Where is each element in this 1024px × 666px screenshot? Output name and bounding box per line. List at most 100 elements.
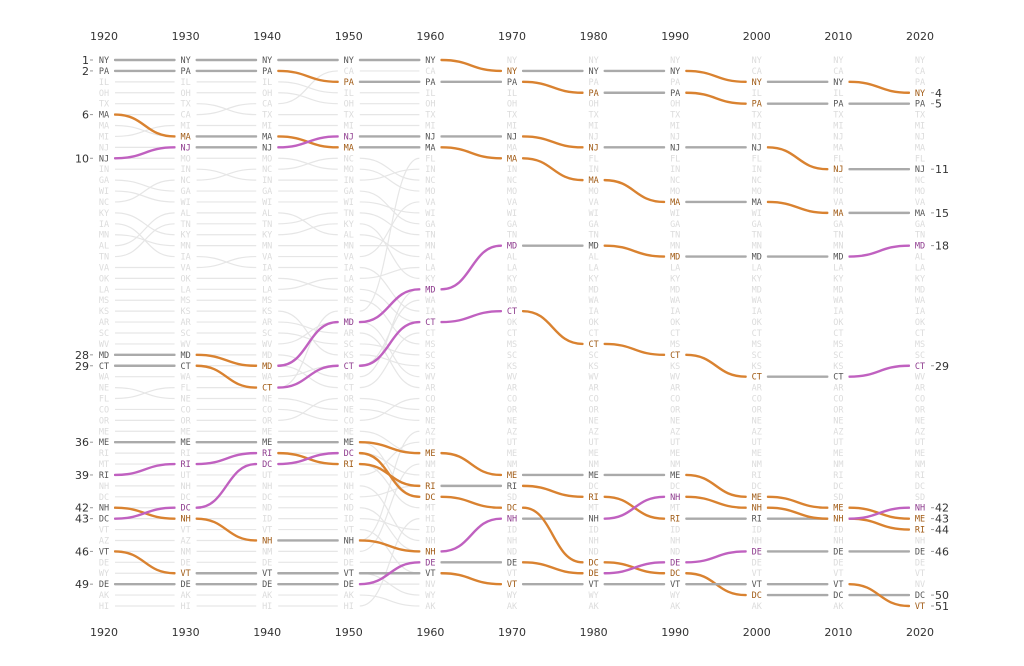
ghost-line	[359, 266, 420, 279]
ghost-state-label: FL	[915, 154, 925, 164]
ghost-state-label: DE	[915, 558, 925, 568]
ghost-state-label: WI	[507, 209, 517, 219]
end-rank-label: 15	[935, 207, 949, 220]
ghost-state-label: MS	[833, 340, 843, 350]
label-background	[94, 349, 114, 360]
label-background	[257, 55, 278, 65]
ghost-state-label: AK	[262, 591, 273, 601]
ghost-state-label: KS	[507, 362, 517, 372]
state-label: MD	[588, 242, 598, 252]
ghost-state-label: TN	[833, 231, 843, 241]
ghost-line	[278, 70, 338, 105]
series-segment	[848, 582, 911, 608]
series-segment	[848, 80, 911, 94]
state-label: DE	[915, 547, 925, 557]
ghost-state-label: MN	[180, 242, 190, 252]
label-background	[420, 448, 441, 459]
ghost-state-label: LA	[670, 263, 680, 273]
state-label: NY	[507, 67, 517, 77]
ghost-state-label: WI	[670, 209, 680, 219]
ghost-state-label: TN	[180, 220, 190, 230]
state-label: NY	[752, 78, 762, 88]
label-background	[828, 502, 849, 513]
ghost-state-label: MI	[752, 122, 762, 132]
ghost-state-label: CT	[588, 329, 598, 339]
label-background	[910, 98, 930, 109]
label-background	[665, 513, 686, 524]
ghost-state-label: MD	[262, 351, 272, 361]
label-background	[175, 65, 196, 76]
ghost-state-label: NC	[262, 165, 272, 175]
ghost-state-label: FL	[833, 154, 843, 164]
state-label: MD	[180, 351, 190, 361]
label-background	[257, 65, 278, 76]
label-background	[420, 76, 441, 87]
ghost-state-label: NV	[915, 580, 925, 590]
ghost-line	[114, 212, 175, 247]
label-background	[910, 164, 930, 175]
ghost-state-label: DE	[262, 558, 272, 568]
state-label: DE	[752, 547, 762, 557]
ghost-state-label: NH	[752, 536, 762, 546]
ghost-state-label: DC	[670, 482, 680, 492]
ghost-line	[359, 463, 420, 552]
label-background	[94, 502, 114, 513]
series-segment	[685, 550, 747, 564]
label-background	[94, 546, 114, 557]
ghost-line	[278, 397, 338, 421]
ghost-line	[359, 594, 420, 607]
ghost-state-label: CO	[588, 395, 598, 405]
ghost-state-label: AK	[670, 602, 681, 612]
series-segment	[440, 309, 503, 324]
state-label: MA	[344, 143, 354, 153]
ghost-state-label: HI	[180, 602, 190, 612]
state-label: CT	[588, 340, 598, 350]
state-label: MA	[833, 209, 843, 219]
ghost-line	[359, 157, 420, 181]
ghost-state-label: VA	[99, 263, 109, 273]
ghost-state-label: VT	[180, 526, 190, 536]
label-background	[665, 557, 686, 568]
state-label: ME	[588, 471, 598, 481]
label-background	[746, 590, 767, 601]
ghost-state-label: NJ	[588, 132, 598, 142]
ghost-state-label: MD	[670, 285, 680, 295]
ghost-line	[359, 518, 420, 531]
ghost-line	[278, 212, 338, 236]
ghost-state-label: IL	[752, 89, 762, 99]
series-segment	[113, 506, 176, 520]
x-tick-top: 1970	[498, 30, 526, 43]
ghost-state-label: MD	[833, 285, 843, 295]
ghost-state-label: IL	[507, 89, 517, 99]
state-label: DE	[180, 580, 190, 590]
label-background	[665, 469, 686, 480]
label-background	[502, 153, 522, 164]
x-tick-top: 2000	[743, 30, 771, 43]
ghost-state-label: AK	[833, 602, 844, 612]
state-label: DC	[915, 591, 925, 601]
label-background	[257, 459, 278, 470]
ghost-state-label: AR	[344, 329, 355, 339]
ghost-state-label: VA	[507, 198, 517, 208]
label-background	[502, 579, 522, 590]
ghost-state-label: NH	[262, 482, 272, 492]
ghost-state-label: RI	[752, 471, 762, 481]
label-background	[746, 142, 767, 153]
state-label: NH	[425, 547, 435, 557]
ghost-state-label: GA	[180, 187, 190, 197]
ghost-state-label: NH	[507, 536, 517, 546]
ghost-state-label: VT	[752, 569, 762, 579]
x-tick-bottom: 1960	[416, 626, 444, 639]
ghost-state-label: WA	[670, 296, 680, 306]
ghost-line	[278, 397, 338, 411]
ghost-line	[114, 212, 175, 236]
ghost-state-label: NH	[833, 536, 843, 546]
ghost-state-label: SD	[915, 493, 925, 503]
series-segment	[603, 561, 666, 575]
ghost-state-label: DC	[180, 493, 190, 503]
ghost-state-label: AR	[915, 384, 926, 394]
state-label: NJ	[507, 132, 517, 142]
state-label: VT	[588, 580, 598, 590]
series-segment	[277, 135, 339, 149]
ghost-state-label: IA	[99, 220, 109, 230]
